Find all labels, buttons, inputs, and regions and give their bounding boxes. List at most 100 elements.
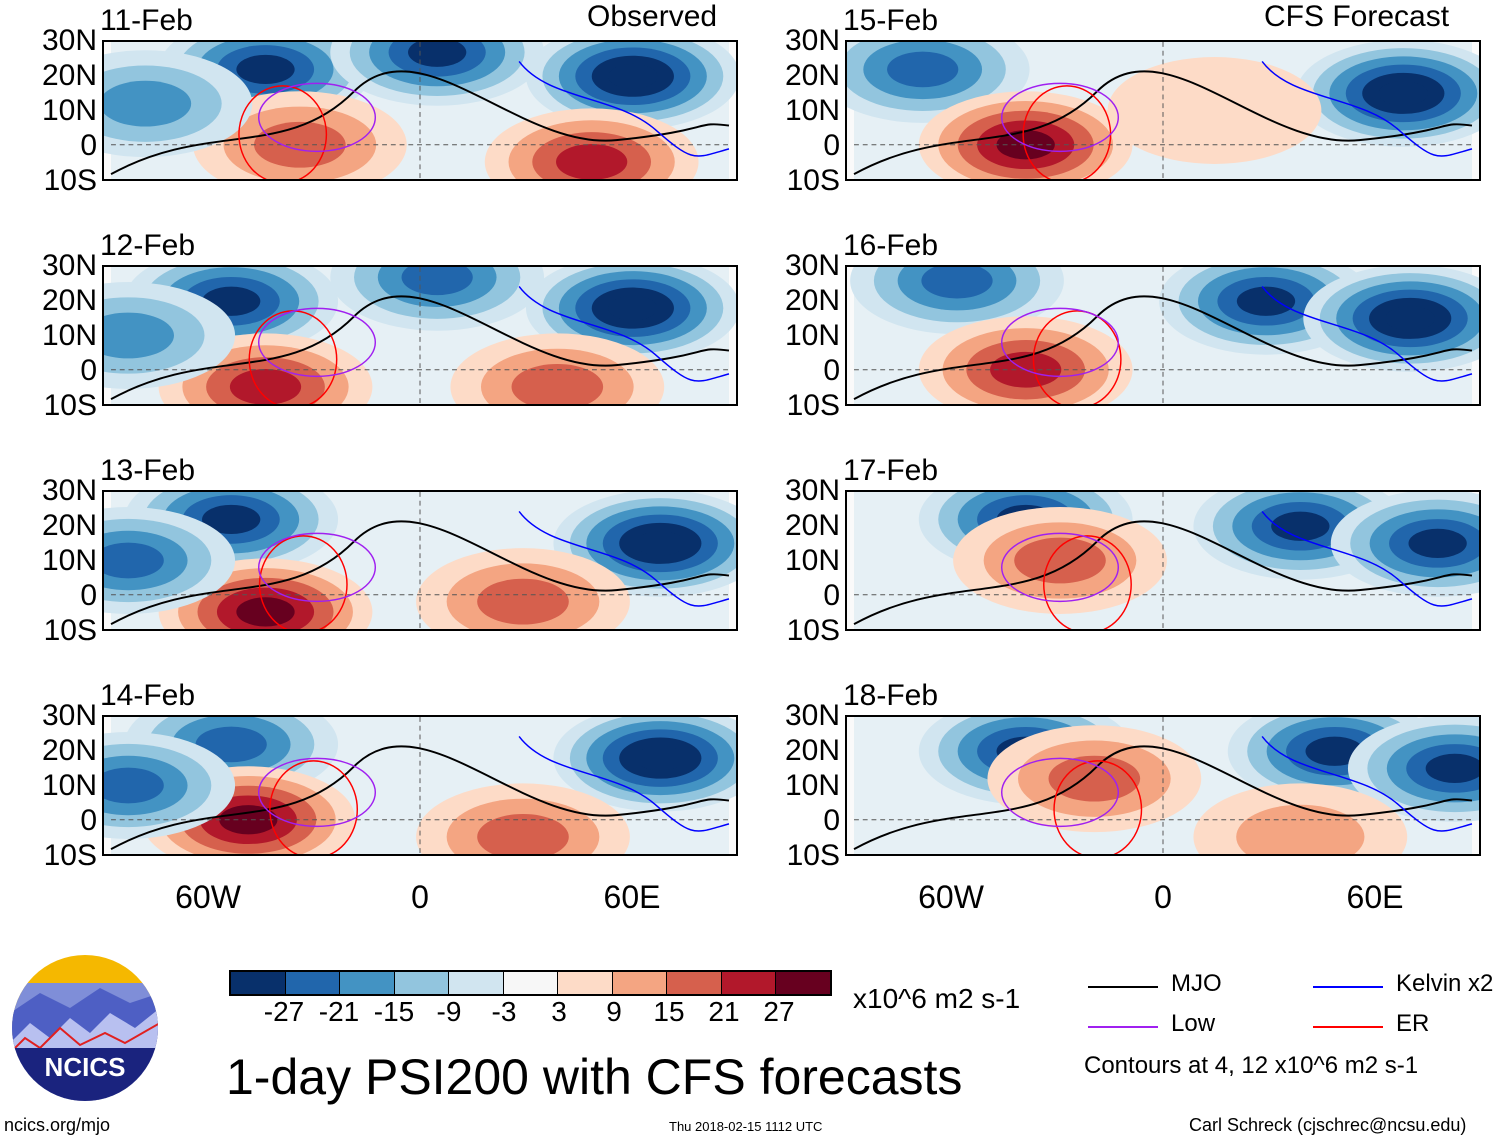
low-contour bbox=[1000, 532, 1120, 603]
anomaly-contour-fill bbox=[1236, 804, 1365, 854]
low-contour bbox=[257, 532, 377, 603]
mjo-contour bbox=[110, 520, 730, 625]
anomaly-contour-fill bbox=[511, 363, 604, 404]
lat-tick-label: 30N bbox=[41, 699, 97, 732]
map-panel bbox=[845, 490, 1481, 631]
colorbar-swatch bbox=[721, 972, 776, 994]
lat-tick-label: 0 bbox=[80, 804, 97, 837]
colorbar-swatch bbox=[558, 972, 613, 994]
legend-line bbox=[1313, 1026, 1383, 1028]
lat-tick-label: 0 bbox=[823, 354, 840, 387]
er-contour bbox=[269, 760, 359, 854]
low-contour bbox=[257, 757, 377, 828]
panel-date: 11-Feb bbox=[100, 4, 193, 37]
anomaly-contour-fill bbox=[1048, 755, 1141, 802]
colorbar-ticks: -27 -21 -15 -9 -3 3 9 15 21 27 bbox=[229, 996, 837, 1030]
lat-tick-label: 20N bbox=[41, 734, 97, 767]
anomaly-contour-fill bbox=[104, 767, 164, 804]
lat-tick-label: 30N bbox=[784, 474, 840, 507]
panel-date: 13-Feb bbox=[100, 454, 196, 487]
anomaly-contour-fill bbox=[477, 578, 569, 625]
anomaly-contour-fill bbox=[1378, 81, 1428, 106]
lat-tick-label: 0 bbox=[80, 129, 97, 162]
anomaly-contour-fill bbox=[1014, 537, 1106, 584]
timestamp: Thu 2018-02-15 1112 UTC bbox=[669, 1119, 823, 1134]
url-label: ncics.org/mjo bbox=[4, 1115, 111, 1135]
colorbar-tick: 21 bbox=[708, 996, 740, 1027]
anomaly-contour-fill bbox=[1236, 286, 1296, 316]
panel-date: 16-Feb bbox=[843, 229, 939, 262]
lat-tick-label: 20N bbox=[784, 509, 840, 542]
lat-tick-label: 20N bbox=[784, 59, 840, 92]
anomaly-contour-fill bbox=[104, 542, 164, 579]
low-contour bbox=[257, 82, 377, 153]
colorbar-tick: -15 bbox=[373, 996, 415, 1027]
kelvin-contour bbox=[1261, 285, 1473, 382]
colorbar-tick: 15 bbox=[653, 996, 685, 1027]
mjo-contour bbox=[853, 70, 1473, 175]
colorbar-tick: -9 bbox=[436, 996, 462, 1027]
colorbar-swatch bbox=[449, 972, 504, 994]
kelvin-contour bbox=[518, 60, 730, 157]
anomaly-contour-fill bbox=[104, 312, 174, 359]
lat-tick-label: 30N bbox=[784, 24, 840, 57]
map-panel bbox=[102, 715, 738, 856]
legend-label: ER bbox=[1396, 1010, 1430, 1037]
lat-tick-label: 10S bbox=[43, 839, 97, 872]
colorbar-swatch bbox=[503, 972, 558, 994]
map-panel bbox=[845, 265, 1481, 406]
lat-tick-label: 10N bbox=[784, 94, 840, 127]
mjo-contour bbox=[110, 745, 730, 850]
lon-tick-label: 60W bbox=[175, 879, 241, 915]
lon-tick-label: 0 bbox=[411, 879, 429, 915]
anomaly-contour-fill bbox=[219, 805, 278, 835]
kelvin-contour bbox=[1261, 735, 1473, 832]
legend: MJO Kelvin x2 Low ER bbox=[1088, 970, 1508, 1050]
figure-title: 1-day PSI200 with CFS forecasts bbox=[226, 1049, 963, 1105]
map-panel bbox=[845, 715, 1481, 856]
panel-date: 12-Feb bbox=[100, 229, 196, 262]
ncics-logo: NCICS bbox=[12, 955, 158, 1101]
colorbar-tick: 9 bbox=[606, 996, 622, 1027]
panel-date: 15-Feb bbox=[843, 4, 939, 37]
lat-tick-label: 20N bbox=[41, 509, 97, 542]
lat-tick-label: 10N bbox=[41, 769, 97, 802]
map-panel bbox=[845, 40, 1481, 181]
legend-label: Low bbox=[1171, 1010, 1216, 1037]
cfs-forecast-label: CFS Forecast bbox=[1264, 0, 1450, 33]
colorbar-tick: 27 bbox=[763, 996, 795, 1027]
low-contour bbox=[1000, 757, 1120, 828]
colorbar-swatch bbox=[285, 972, 340, 994]
er-contour bbox=[238, 85, 328, 179]
colorbar-tick: -3 bbox=[491, 996, 517, 1027]
colorbar-swatch bbox=[667, 972, 722, 994]
contour-note: Contours at 4, 12 x10^6 m2 s-1 bbox=[1084, 1052, 1419, 1079]
mjo-contour bbox=[110, 295, 730, 400]
mjo-contour bbox=[853, 745, 1473, 850]
legend-line bbox=[1313, 986, 1383, 988]
lat-tick-label: 0 bbox=[80, 354, 97, 387]
lat-tick-label: 30N bbox=[41, 249, 97, 282]
low-contour bbox=[257, 307, 377, 378]
colorbar bbox=[229, 970, 832, 996]
anomaly-contour-fill bbox=[887, 51, 959, 88]
lat-tick-label: 10S bbox=[786, 839, 840, 872]
lon-tick-label: 60W bbox=[918, 879, 984, 915]
anomaly-contour-fill bbox=[104, 80, 192, 127]
lat-tick-label: 30N bbox=[41, 24, 97, 57]
er-contour bbox=[1032, 310, 1122, 404]
anomaly-contour-fill bbox=[1408, 528, 1467, 558]
lat-tick-label: 20N bbox=[784, 734, 840, 767]
anomaly-contour-fill bbox=[608, 295, 658, 321]
lat-tick-label: 10N bbox=[784, 544, 840, 577]
lon-tick-label: 60E bbox=[1346, 879, 1404, 915]
kelvin-contour bbox=[518, 285, 730, 382]
low-contour bbox=[1000, 82, 1120, 153]
anomaly-contour-fill bbox=[236, 597, 295, 627]
map-panel bbox=[102, 490, 738, 631]
lat-tick-label: 10N bbox=[41, 94, 97, 127]
colorbar-swatch bbox=[394, 972, 449, 994]
lat-tick-label: 20N bbox=[41, 284, 97, 317]
anomaly-contour-fill bbox=[1271, 511, 1330, 541]
colorbar-swatch bbox=[340, 972, 395, 994]
